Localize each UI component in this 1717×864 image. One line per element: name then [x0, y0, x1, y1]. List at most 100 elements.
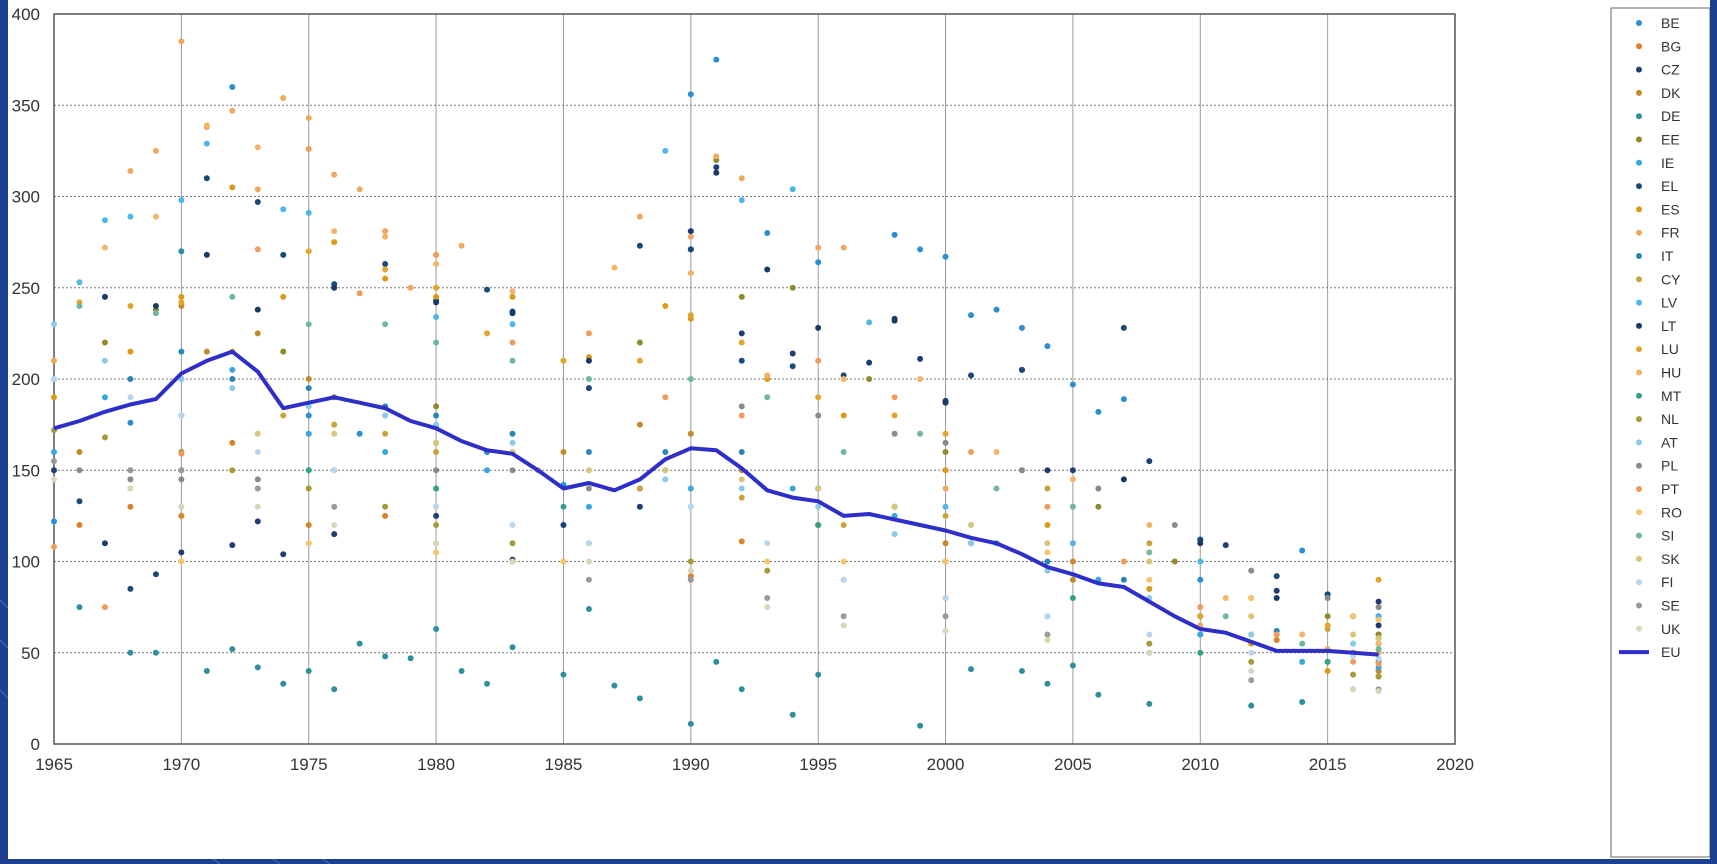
data-point-ro — [433, 549, 440, 556]
data-point-fi — [1044, 613, 1051, 620]
data-point-lv — [789, 186, 796, 193]
data-point-lt — [331, 284, 338, 291]
data-point-de — [254, 664, 261, 671]
data-point-hu — [433, 261, 440, 268]
data-point-at — [1350, 640, 1357, 647]
data-point-lt — [101, 293, 108, 300]
data-point-mt — [433, 485, 440, 492]
data-point-mt — [560, 503, 567, 510]
legend-marker-cy — [1636, 276, 1642, 283]
data-point-hu — [687, 270, 694, 277]
data-point-ie — [229, 366, 236, 373]
data-point-de — [917, 722, 924, 729]
data-point-fi — [254, 449, 261, 455]
data-point-it — [127, 376, 134, 382]
data-point-sk — [891, 503, 898, 510]
legend-label-fi: FI — [1661, 574, 1673, 590]
data-point-es — [331, 239, 338, 246]
legend-marker-nl — [1636, 416, 1642, 423]
data-point-lv — [178, 197, 185, 204]
data-point-lv — [1069, 540, 1076, 547]
data-point-lv — [127, 213, 134, 220]
data-point-hu — [1069, 476, 1076, 483]
data-point-de — [611, 682, 618, 689]
data-point-mt — [1324, 658, 1331, 665]
legend-marker-hu — [1636, 369, 1642, 376]
legend-label-at: AT — [1661, 434, 1678, 450]
data-point-dk — [636, 421, 643, 428]
legend-marker-lv — [1636, 299, 1642, 306]
data-point-de — [560, 671, 567, 678]
legend-label-se: SE — [1661, 598, 1680, 614]
data-point-pl — [1248, 567, 1255, 574]
data-point-mt — [1197, 649, 1204, 656]
data-point-nl — [1146, 640, 1153, 647]
data-point-it — [1120, 576, 1127, 583]
data-point-uk — [331, 522, 338, 528]
legend-label-de: DE — [1661, 108, 1680, 124]
x-tick-label: 2015 — [1309, 755, 1347, 774]
data-point-bg — [127, 503, 134, 510]
data-point-si — [764, 394, 771, 401]
data-point-uk — [687, 567, 694, 574]
data-point-pl — [127, 476, 134, 483]
data-point-lu — [484, 330, 491, 337]
data-point-de — [152, 649, 159, 656]
data-point-pl — [1018, 467, 1025, 474]
data-point-pl — [942, 439, 949, 446]
data-point-it — [305, 385, 312, 392]
data-point-bg — [382, 512, 389, 519]
data-point-pt — [815, 357, 822, 364]
x-tick-label: 1980 — [417, 755, 455, 774]
data-point-si — [917, 430, 924, 437]
y-tick-label: 300 — [12, 188, 40, 207]
data-point-ro — [1350, 613, 1357, 620]
legend-marker-cz — [1636, 66, 1642, 73]
data-point-el — [203, 175, 210, 182]
legend-label-bg: BG — [1661, 38, 1681, 54]
data-point-lu — [687, 312, 694, 319]
legend-marker-se — [1636, 602, 1642, 609]
data-point-de — [178, 248, 185, 255]
data-point-lt — [687, 228, 694, 235]
data-point-fr — [942, 485, 949, 492]
data-point-el — [254, 198, 261, 205]
data-point-dk — [687, 430, 694, 437]
data-point-fi — [687, 503, 694, 510]
data-point-fi — [1146, 631, 1153, 638]
data-point-es — [433, 293, 440, 300]
data-point-el — [968, 372, 975, 379]
data-point-fr — [738, 175, 745, 182]
data-point-cy — [433, 449, 440, 455]
data-point-lt — [254, 306, 261, 313]
data-point-lu — [178, 299, 185, 306]
data-point-es — [178, 293, 185, 300]
data-point-nl — [687, 558, 694, 565]
data-point-el — [484, 286, 491, 293]
data-point-lt — [891, 317, 898, 324]
legend-marker-be — [1636, 20, 1642, 26]
data-point-dk — [76, 449, 83, 455]
data-point-fr — [713, 153, 720, 160]
data-point-uk — [764, 604, 771, 611]
data-point-be — [51, 518, 57, 525]
data-point-fr — [636, 213, 643, 220]
data-point-hu — [331, 228, 338, 235]
data-point-fr — [178, 38, 185, 45]
data-point-de — [789, 711, 796, 718]
data-point-si — [382, 321, 389, 328]
data-point-ie — [484, 467, 491, 474]
data-point-de — [1044, 680, 1051, 687]
data-point-dk — [305, 376, 312, 382]
data-point-cy — [942, 512, 949, 519]
data-point-ro — [560, 558, 567, 565]
data-point-de — [1018, 668, 1025, 674]
data-point-de — [484, 680, 491, 687]
y-tick-label: 200 — [12, 370, 40, 389]
data-point-pl — [738, 403, 745, 410]
data-point-at — [101, 357, 108, 364]
data-point-cz — [1146, 458, 1153, 465]
legend-marker-uk — [1636, 625, 1642, 632]
data-point-pl — [1375, 604, 1382, 611]
data-point-at — [229, 385, 236, 392]
